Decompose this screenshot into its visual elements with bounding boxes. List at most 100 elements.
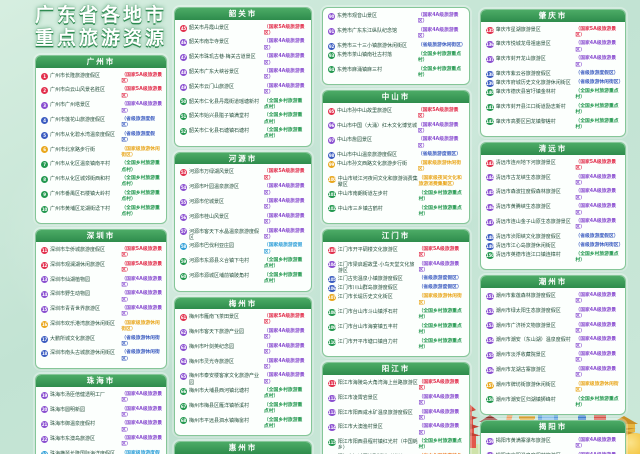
attraction-row: 46 韶关市南华寺景区 （国家4A级旅游景区） (180, 38, 307, 52)
attraction-number-badge: 90 (328, 13, 335, 20)
attraction-number-badge: 15 (41, 305, 48, 313)
attraction-name: 清远市连州地下河旅游景区 (495, 159, 556, 166)
attraction-row: 156 潮州市龙湖古寨旅游区 （国家4A级旅游景区） (486, 366, 621, 380)
attraction-name: 广州市黄埔区龙湖街迳下村 (50, 205, 111, 212)
attraction-category-tag: （省级旅游休闲街区） (121, 350, 160, 362)
attraction-number-badge: 150 (486, 251, 494, 259)
attraction-name: 韶关市仁化县丹霞街道瑶塘新村 (189, 98, 260, 105)
attraction-category-tag: （国家4A级旅游景区） (121, 406, 163, 418)
attraction-category-tag: （省级旅游度假区） (121, 117, 155, 129)
attraction-name: 河源市东源县义合镇下屯村 (189, 258, 250, 265)
attraction-category-tag: （省级旅游度假区） (417, 152, 462, 158)
attraction-category-tag: （省级旅游度假区） (575, 233, 619, 239)
attraction-name: 深圳市观澜湖休闲旅游区 (50, 261, 106, 268)
attraction-category-tag: （国家4A级旅游景区） (263, 184, 305, 196)
attraction-number-badge: 19 (41, 391, 48, 399)
attraction-row: 18 深圳市南头古城旅游休闲街区 （省级旅游休闲街区） (41, 349, 162, 363)
attraction-name: 河源市客天下水晶温泉旅游度假区 (189, 228, 260, 241)
attraction-name: 清远市江心岛旅游休闲街区 (495, 242, 556, 249)
attraction-category-tag: （国家4A级旅游景区） (263, 358, 305, 370)
attraction-number-badge: 155 (486, 352, 494, 359)
city-card-header: 河源市 (175, 152, 311, 165)
attraction-row: 135 肇庆市星湖旅游景区 （国家5A级旅游景区） (486, 26, 621, 40)
attraction-number-badge: 67 (180, 402, 187, 410)
attraction-name: 东莞市麻涌镇麻三村 (337, 66, 383, 73)
attraction-name: 江门市台山市海宴镇五丰村 (337, 323, 398, 330)
attraction-name: 肇庆市德庆县官圩镇金林村 (495, 89, 556, 96)
attraction-row: 149 清远市江心岛旅游休闲街区 （省级旅游休闲街区） (486, 242, 623, 250)
attraction-category-tag: （国家4A级旅游景区） (121, 421, 163, 433)
attraction-row: 59 河源市东源县义合镇下屯村 （全国乡村旅游重点村） (180, 257, 307, 271)
attraction-number-badge: 98 (328, 151, 335, 159)
city-card: 清远市 143 清远市连州地下河旅游景区 （国家5A级旅游景区） 144 清远市古龙峡生态… (480, 142, 626, 271)
card-column-1: 广东省各地市 重点旅游资源 广州市 1 广州市长隆旅游度假区 （国家5A级旅游景区） 2… (35, 4, 167, 454)
attraction-number-badge: 146 (486, 204, 494, 212)
attraction-category-tag: （国家5A级旅游景区） (418, 379, 460, 392)
attraction-row: 106 江门市川山群岛旅游度假区 （省级旅游度假区） (328, 284, 465, 293)
attraction-category-tag: （国家4A级旅游景区） (575, 204, 617, 216)
attraction-number-badge: 91 (328, 27, 335, 35)
attraction-category-tag: （全国乡村旅游重点村） (263, 272, 303, 285)
attraction-row: 16 深圳市欢乐港湾旅游休闲街区 （国家级旅游休闲街区） (41, 320, 162, 334)
attraction-name: 潮州市潮安（东山湖）温泉度假村 (495, 337, 571, 344)
attraction-category-tag: （国家4A级旅游景区） (263, 199, 305, 211)
attraction-row: 144 清远市古龙峡生态旅游区 （国家4A级旅游景区） (486, 173, 621, 187)
attraction-number-badge: 136 (486, 41, 494, 49)
attraction-row: 93 东莞市茶山镇南社古村落 （全国乡村旅游重点村） (328, 51, 465, 65)
city-card-header: 肇庆市 (481, 10, 625, 22)
attraction-category-tag: （国家4A级旅游景区） (575, 174, 617, 186)
attraction-category-tag: （国家5A级旅游景区） (575, 26, 617, 38)
attraction-number-badge: 23 (41, 450, 48, 454)
attraction-number-badge: 113 (328, 409, 336, 417)
attraction-row: 56 河源市桂山风景区 （国家4A级旅游景区） (180, 213, 307, 227)
attraction-row: 102 中山市三乡镇古鹤村 （全国乡村旅游重点村） (328, 204, 465, 218)
attraction-category-tag: （国家4A级旅游景区） (263, 39, 305, 51)
attraction-name: 肇庆市星湖旅游景区 (495, 26, 541, 33)
attraction-row: 21 珠海市御温泉度假村 （国家4A级旅游景区） (41, 420, 162, 434)
attraction-name: 珠海市汤臣倍健透明工厂 (50, 391, 106, 398)
attraction-row: 92 东莞市三十三小镇旅游休闲街区 （省级旅游休闲街区） (328, 42, 466, 50)
attraction-number-badge: 47 (180, 54, 187, 62)
attraction-row: 53 河源市万绿湖风景区 （国家5A级旅游景区） (180, 168, 307, 182)
attraction-category-tag: （国家级旅游休闲街区） (121, 320, 160, 333)
attraction-name: 肇庆市封开县江口街道励志新村 (495, 103, 566, 110)
attraction-number-badge: 159 (486, 437, 494, 445)
attraction-number-badge: 50 (180, 98, 187, 106)
attraction-row: 103 江门市开平碉楼文化旅游区 （国家5A级旅游景区） (328, 246, 465, 260)
city-card: 深圳市 11 深圳市华侨城旅游度假区 （国家5A级旅游景区） 12 深圳市观澜湖休闲旅游区… (35, 229, 167, 370)
attraction-number-badge: 14 (41, 291, 48, 299)
attraction-category-tag: （国家4A级旅游景区） (417, 27, 459, 40)
attraction-category-tag: （全国乡村旅游重点村） (418, 309, 462, 321)
attraction-number-badge: 114 (328, 424, 336, 432)
attraction-category-tag: （国家5A级旅游景区） (263, 314, 305, 326)
attraction-number-badge: 11 (41, 246, 48, 254)
attraction-name: 清远市浈阳峡文化旅游度假区 (495, 233, 561, 240)
attraction-category-tag: （国家4A级旅游景区） (418, 409, 460, 421)
attraction-name: 阳江市阳西咸水矿温泉旅游度假区 (337, 409, 413, 416)
attraction-category-tag: （国家5A级旅游景区） (575, 159, 617, 172)
attraction-category-tag: （国家4A级旅游景区） (575, 189, 617, 201)
attraction-category-tag: （全国乡村旅游重点村） (575, 251, 619, 264)
city-card: 中山市 95 中山市孙中山故里旅游区 （国家5A级旅游景区） 96 中山市中国（大涌）红木… (322, 90, 470, 225)
attraction-row: 140 肇庆市德庆县官圩镇金林村 （全国乡村旅游重点村） (486, 88, 621, 102)
attraction-row: 51 韶关市始兴县隘子镇满堂村 （全国乡村旅游重点村） (180, 112, 307, 126)
city-card-header: 江门市 (323, 230, 469, 242)
attraction-category-tag: （国家4A级旅游景区） (263, 69, 305, 81)
city-card-header: 深圳市 (36, 230, 166, 242)
attraction-name: 清远市古龙峡生态旅游区 (495, 174, 551, 181)
attraction-category-tag: （国家级旅游度假区） (263, 243, 303, 255)
attraction-name: 江门市长堤历史文化街区 (337, 294, 393, 301)
attraction-number-badge: 148 (486, 233, 494, 241)
attraction-number-badge: 99 (328, 160, 335, 168)
attraction-row: 147 清远市连山金子山原生态旅游景区 （国家4A级旅游景区） (486, 218, 621, 232)
attraction-category-tag: （省级旅游度假区） (418, 276, 462, 282)
attraction-category-tag: （国家4A级旅游景区） (263, 373, 305, 385)
attraction-name: 中山市詹园景区 (337, 137, 373, 144)
attraction-row: 98 中山市中山温泉旅游度假区 （省级旅游度假区） (328, 151, 465, 159)
attraction-category-tag: （国家4A级旅游景区） (417, 137, 459, 149)
attraction-category-tag: （全国乡村旅游重点村） (263, 98, 303, 110)
attraction-number-badge: 1 (41, 72, 48, 80)
attraction-name: 梅州市雁南飞茶田景区 (189, 314, 240, 321)
attraction-name: 韶关市广东大峡谷景区 (189, 69, 240, 76)
